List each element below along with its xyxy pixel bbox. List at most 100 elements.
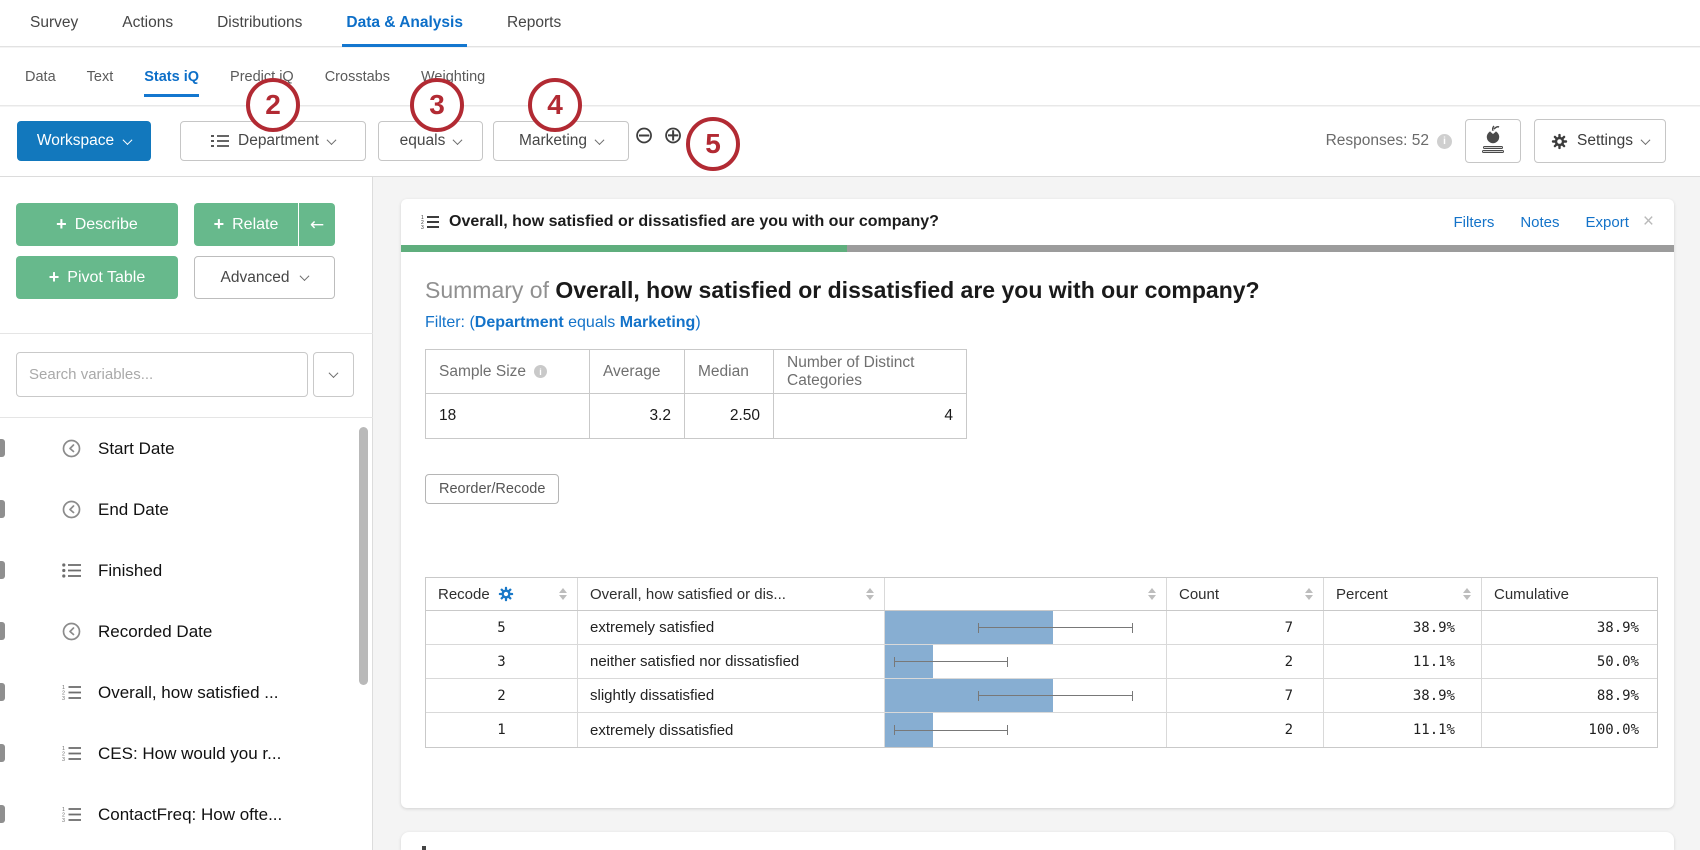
svg-text:1: 1 (62, 807, 65, 813)
learning-button[interactable] (1465, 119, 1521, 163)
settings-button[interactable]: Settings (1534, 119, 1666, 163)
plus-icon: + (56, 214, 67, 234)
drag-handle-icon[interactable] (0, 805, 5, 823)
chevron-down-icon (326, 134, 337, 145)
sort-icon[interactable] (866, 588, 874, 600)
card-links: Filters Notes Export (1454, 214, 1629, 231)
reorder-recode-button[interactable]: Reorder/Recode (425, 474, 560, 504)
drag-handle-icon[interactable] (0, 500, 5, 518)
filter-value: Marketing (619, 314, 696, 331)
subtab-text[interactable]: Text (86, 68, 114, 85)
subtab-data[interactable]: Data (25, 68, 56, 85)
filters-link[interactable]: Filters (1453, 213, 1495, 231)
drag-handle-icon[interactable] (0, 439, 5, 457)
drag-handle-icon[interactable] (0, 622, 5, 640)
stats-value-sample-size: 18 (426, 394, 590, 438)
sidebar: + Describe + Relate ← + Pivot Table Adva… (0, 177, 373, 850)
svg-text:3: 3 (421, 225, 424, 230)
drag-handle-icon[interactable] (0, 683, 5, 701)
stats-header-sample-size: Sample Size i (426, 350, 590, 394)
confidence-interval-whisker (977, 690, 1134, 701)
sort-icon[interactable] (1463, 588, 1471, 600)
plus-icon: + (213, 214, 225, 234)
recode-column-header[interactable]: Recode (426, 578, 578, 610)
back-arrow-button[interactable]: ← (299, 203, 335, 246)
tab-survey[interactable]: Survey (30, 14, 79, 31)
count-column-header[interactable]: Count (1167, 578, 1324, 610)
cumulative-cell: 88.9% (1596, 687, 1639, 704)
bar-column-header[interactable] (885, 578, 1167, 610)
filter-prefix: Filter: ( (425, 314, 475, 331)
variable-label: Overall, how satisfied ... (98, 682, 279, 702)
gear-icon[interactable] (498, 586, 514, 602)
stats-value-average: 3.2 (590, 394, 685, 438)
drag-handle-icon[interactable] (0, 561, 5, 579)
drag-handle-icon[interactable] (0, 744, 5, 762)
count-cell: 2 (1167, 713, 1324, 747)
settings-label: Settings (1576, 132, 1633, 149)
table-row: 1 extremely dissatisfied 2 11.1% 100.0% (426, 713, 1657, 747)
sidebar-scrollbar (357, 420, 370, 850)
close-icon[interactable]: × (1642, 211, 1654, 232)
workspace-label: Workspace (36, 132, 115, 149)
annotation-circle-3: 3 (410, 78, 464, 132)
clock-icon (62, 439, 81, 458)
pivot-table-button[interactable]: + Pivot Table (16, 256, 178, 299)
bullet-list-icon (62, 562, 81, 579)
tab-distributions[interactable]: Distributions (217, 14, 303, 31)
responses-label: Responses: 52 (1325, 132, 1429, 149)
advanced-dropdown[interactable]: Advanced (194, 256, 335, 299)
add-filter-icon[interactable]: ⊕ (663, 121, 684, 149)
tab-reports[interactable]: Reports (506, 14, 562, 31)
question-column-header[interactable]: Overall, how satisfied or dis... (578, 578, 885, 610)
subtab-stats-iq[interactable]: Stats iQ (144, 48, 199, 106)
tab-data-analysis[interactable]: Data & Analysis (342, 0, 467, 47)
filter-description[interactable]: Filter: (Department equals Marketing) (425, 314, 701, 332)
scrollbar-thumb[interactable] (359, 427, 368, 685)
workspace-button[interactable]: Workspace (17, 121, 151, 161)
search-options-dropdown[interactable] (313, 352, 354, 397)
sort-icon[interactable] (1148, 588, 1156, 600)
sort-icon[interactable] (1305, 588, 1313, 600)
subtab-crosstabs[interactable]: Crosstabs (324, 68, 390, 85)
percent-cell: 38.9% (1324, 679, 1482, 712)
divider (0, 417, 373, 418)
search-input[interactable] (16, 352, 308, 397)
responses-count: Responses: 52 i (1326, 132, 1452, 150)
annotation-circle-5: 5 (686, 117, 740, 171)
svg-text:2: 2 (421, 220, 424, 226)
variable-item-start-date[interactable]: Start Date (0, 418, 373, 479)
progress-bar-fill (401, 245, 847, 252)
chevron-down-icon (300, 271, 310, 282)
export-link[interactable]: Export (1585, 213, 1629, 231)
relate-button[interactable]: + Relate (194, 203, 299, 246)
filter-suffix: ) (695, 314, 701, 331)
variable-item-end-date[interactable]: End Date (0, 479, 373, 540)
bar-cell (885, 679, 1167, 712)
notes-link[interactable]: Notes (1520, 213, 1560, 231)
variable-item-recorded-date[interactable]: Recorded Date (0, 601, 373, 662)
cumulative-column-header[interactable]: Cumulative (1494, 585, 1570, 603)
remove-filter-icon[interactable]: ⊖ (634, 121, 655, 149)
describe-button[interactable]: + Describe (16, 203, 178, 246)
chevron-down-icon (594, 134, 605, 145)
summary-stats-table: Sample Size i Average Median Number of Di… (425, 349, 967, 439)
tab-actions[interactable]: Actions (122, 14, 174, 31)
relate-split-button: + Relate ← (194, 203, 335, 246)
filter-variable-label: Department (238, 132, 319, 149)
card-title: Overall, how satisfied or dissatisfied a… (449, 213, 939, 230)
info-icon[interactable]: i (534, 365, 548, 378)
stats-header-distinct-categories: Number of Distinct Categories (774, 350, 966, 394)
svg-text:3: 3 (62, 757, 65, 762)
variable-item-finished[interactable]: Finished (0, 540, 373, 601)
variable-label: Start Date (98, 438, 175, 458)
info-icon[interactable]: i (1437, 133, 1452, 149)
sort-icon[interactable] (559, 588, 567, 600)
svg-text:1: 1 (62, 685, 65, 691)
percent-column-header[interactable]: Percent (1324, 578, 1482, 610)
